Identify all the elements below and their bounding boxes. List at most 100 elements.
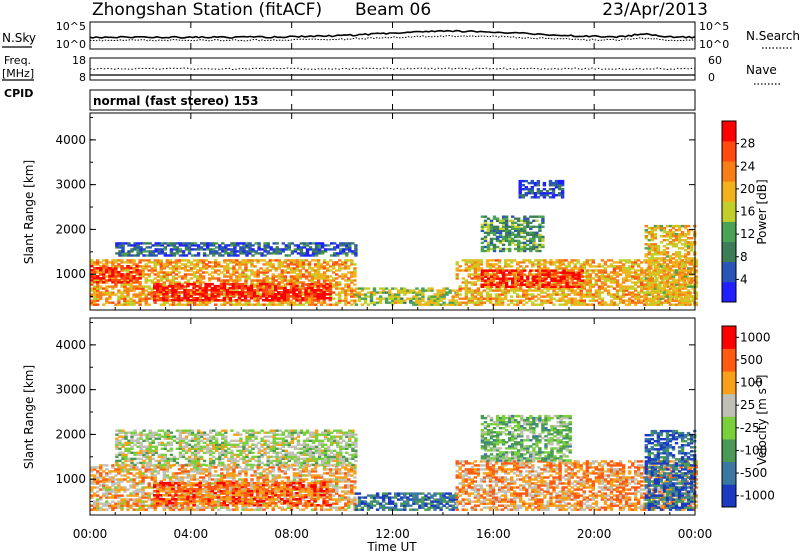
heatmap-cell [527,192,531,195]
heatmap-cell [96,502,100,505]
heatmap-cell [588,259,592,262]
heatmap-cell [458,269,462,272]
heatmap-cell [213,286,217,290]
heatmap-cell [600,285,605,288]
heatmap-cell [102,494,106,497]
heatmap-cell [492,245,497,249]
heatmap-cell [600,283,605,286]
heatmap-cell [204,299,208,302]
heatmap-cell [540,295,544,298]
heatmap-cell [492,283,497,286]
heatmap-cell [492,229,497,232]
heatmap-cell [653,295,658,298]
heatmap-cell [489,285,494,288]
heatmap-cell [269,252,273,255]
heatmap-cell [612,279,617,282]
heatmap-cell [568,285,572,288]
heatmap-cell [680,224,685,228]
heatmap-cell [283,265,287,268]
heatmap-cell [381,287,386,290]
heatmap-cell [644,237,648,240]
heatmap-cell [588,279,592,282]
heatmap-cell [372,287,377,290]
heatmap-cell [624,277,629,280]
heatmap-cell [174,284,178,288]
heatmap-cell [153,480,157,483]
heatmap-cell [341,275,345,278]
heatmap-cell [615,267,620,270]
heatmap-cell [492,237,497,241]
heatmap-cell [165,506,169,509]
heatmap-cell [579,297,583,300]
heatmap-cell [332,291,336,294]
heatmap-cell [492,277,497,280]
heatmap-cell [105,281,109,284]
heatmap-cell [527,188,531,191]
heatmap-cell [549,287,553,290]
heatmap-cell [514,229,518,232]
heatmap-cell [372,289,377,292]
heatmap-cell [498,229,503,232]
heatmap-cell [677,283,682,286]
heatmap-cell [132,494,136,497]
heatmap-cell [671,273,676,276]
heatmap-cell [251,244,255,247]
heatmap-cell [516,299,520,302]
heatmap-cell [526,221,530,224]
heatmap-cell [640,279,644,282]
heatmap-cell [123,303,127,306]
heatmap-cell [339,250,343,253]
heatmap-cell [543,259,547,262]
nave-tick-high: 60 [708,54,722,67]
heatmap-cell [162,275,166,278]
heatmap-cell [108,492,112,495]
heatmap-cell [436,293,440,296]
heatmap-cell [220,289,224,292]
heatmap-cell [508,269,512,272]
heatmap-cell [442,289,446,292]
heatmap-cell [295,279,300,282]
heatmap-cell [136,252,140,255]
heatmap-cell [644,301,648,304]
heatmap-cell [151,252,155,255]
heatmap-cell [257,242,261,245]
heatmap-cell [637,293,641,296]
heatmap-cell [674,295,679,298]
heatmap-cell [138,508,142,511]
heatmap-cell [223,265,227,268]
heatmap-cell [230,244,234,247]
heatmap-cell [138,299,142,302]
heatmap-cell [557,186,562,189]
heatmap-cell [455,301,459,304]
heatmap-cell [501,223,506,226]
heatmap-cell [579,281,583,284]
heatmap-cell [564,259,568,262]
heatmap-cell [671,265,676,268]
heatmap-cell [138,468,142,471]
heatmap-cell [650,247,654,250]
heatmap-cell [338,283,342,286]
heatmap-cell [677,263,682,266]
heatmap-cell [126,289,130,292]
heatmap-cell [683,235,688,238]
heatmap-cell [533,194,538,197]
heatmap-cell [574,281,578,284]
heatmap-cell [384,299,389,302]
heatmap-cell [102,259,106,262]
heatmap-cell [521,184,525,187]
heatmap-cell [486,243,491,247]
heatmap-cell [141,490,145,493]
heatmap-cell [541,245,545,249]
heatmap-cell [153,263,157,266]
heatmap-cell [532,231,536,234]
colorbar-tick-label: 24 [740,159,755,173]
heatmap-cell [198,281,203,284]
heatmap-cell [177,265,182,268]
heatmap-cell [307,291,312,294]
heatmap-cell [202,242,207,245]
heatmap-cell [533,192,538,195]
heatmap-cell [289,295,293,298]
heatmap-cell [606,265,611,268]
heatmap-cell [240,299,245,302]
heatmap-cell [618,285,623,288]
